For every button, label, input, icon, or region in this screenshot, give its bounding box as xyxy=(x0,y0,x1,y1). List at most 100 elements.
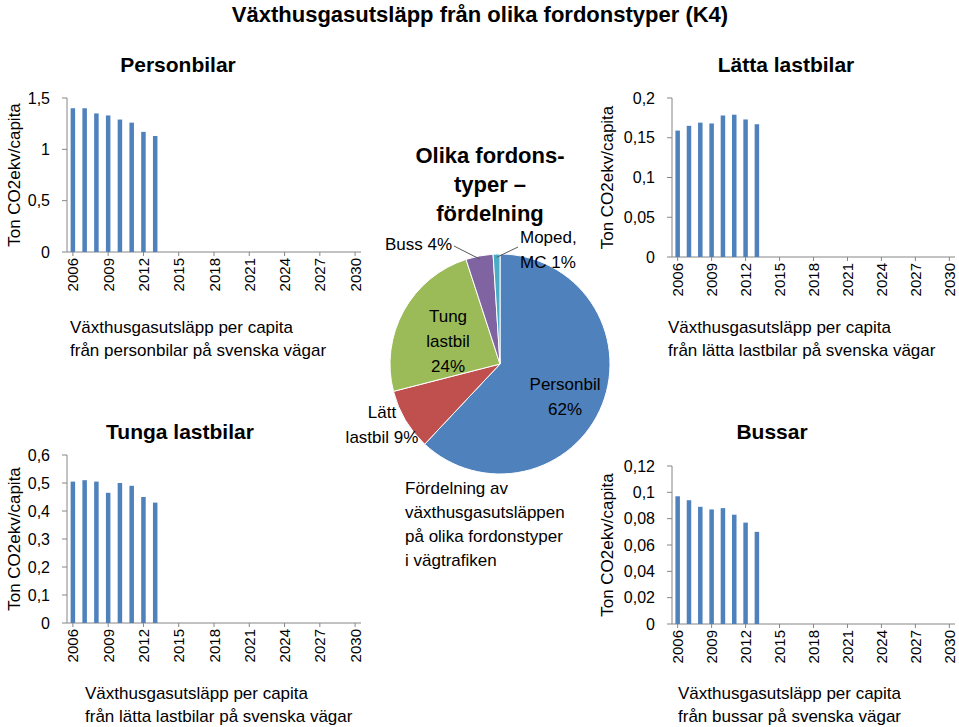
x-tick xyxy=(949,624,950,628)
bar xyxy=(118,120,123,252)
bar xyxy=(675,131,680,257)
x-tick xyxy=(847,624,848,628)
pie-category-label: lastbil xyxy=(426,332,469,351)
y-tick-label: 0,1 xyxy=(28,587,50,604)
caption: från lätta lastbilar på svenska vägar xyxy=(668,341,936,360)
bar xyxy=(153,136,158,252)
y-tick-label: 0,1 xyxy=(633,484,655,501)
bar xyxy=(94,482,99,623)
caption: från lätta lastbilar på svenska vägar xyxy=(85,707,353,726)
bar xyxy=(106,115,111,252)
x-tick xyxy=(915,624,916,628)
bar xyxy=(71,482,76,623)
bar-chart: BussarTon CO2ekv/capita00,020,040,060,08… xyxy=(598,420,958,726)
pie-value-label: 62% xyxy=(548,400,582,419)
bar xyxy=(755,124,760,257)
y-axis-label: Ton CO2ekv/capita xyxy=(5,467,24,611)
chart-title: Bussar xyxy=(736,420,807,443)
y-tick-label: 0,05 xyxy=(624,209,655,226)
pie-caption: i vägtrafiken xyxy=(405,551,497,570)
x-tick xyxy=(178,252,179,256)
pie-category-label: MC xyxy=(520,253,546,272)
y-tick xyxy=(667,545,672,546)
x-tick xyxy=(249,252,250,256)
pie-chart: Olika fordons-typer –fördelningPersonbil… xyxy=(346,143,610,570)
y-tick-label: 0,3 xyxy=(28,531,50,548)
x-tick xyxy=(108,252,109,256)
x-tick-label: 2030 xyxy=(347,258,364,291)
bar-chart: Lätta lastbilarTon CO2ekv/capita00,050,1… xyxy=(598,53,958,360)
x-tick-label: 2030 xyxy=(347,629,364,662)
pie-label: lastbil xyxy=(426,332,469,351)
x-tick xyxy=(711,624,712,628)
y-tick-label: 0,08 xyxy=(624,510,655,527)
y-tick xyxy=(667,597,672,598)
bar xyxy=(82,480,87,623)
x-tick-label: 2006 xyxy=(669,630,686,663)
x-tick xyxy=(915,257,916,261)
y-tick-label: 0,02 xyxy=(624,589,655,606)
y-tick-label: 0,06 xyxy=(624,537,655,554)
pie-slice xyxy=(466,254,500,364)
bars xyxy=(71,108,158,252)
x-tick xyxy=(284,623,285,627)
pie-label: Lätt xyxy=(368,403,397,422)
chart-title: Personbilar xyxy=(120,53,236,76)
x-tick xyxy=(143,252,144,256)
pie-slice xyxy=(493,254,500,364)
y-tick xyxy=(62,595,67,596)
y-tick-label: 0,5 xyxy=(28,192,50,209)
bar xyxy=(721,115,726,257)
x-tick-label: 2021 xyxy=(839,630,856,663)
bar xyxy=(71,108,76,252)
x-tick-label: 2015 xyxy=(170,629,187,662)
bar xyxy=(118,483,123,623)
y-tick xyxy=(62,98,67,99)
caption: från bussar på svenska vägar xyxy=(678,707,901,726)
bar xyxy=(129,123,134,252)
x-tick-label: 2009 xyxy=(703,630,720,663)
y-tick xyxy=(62,149,67,150)
x-tick xyxy=(178,623,179,627)
x-tick-label: 2024 xyxy=(873,263,890,296)
pie-category-label: lastbil xyxy=(346,428,389,447)
main-title: Växthusgasutsläpp från olika fordonstype… xyxy=(232,2,728,27)
bar xyxy=(698,507,703,624)
y-axis-label: Ton CO2ekv/capita xyxy=(598,105,617,249)
caption: från personbilar på svenska vägar xyxy=(70,341,326,360)
x-tick-label: 2027 xyxy=(907,630,924,663)
y-axis-label: Ton CO2ekv/capita xyxy=(5,103,24,247)
bar xyxy=(698,123,703,257)
pie-caption: Fördelning av xyxy=(405,479,509,498)
pie-caption: växthusgasutsläppen xyxy=(405,503,565,522)
pie-category-label: Moped, xyxy=(520,228,577,247)
x-tick xyxy=(677,624,678,628)
y-tick xyxy=(667,492,672,493)
x-tick-label: 2021 xyxy=(241,629,258,662)
x-tick xyxy=(108,623,109,627)
x-tick xyxy=(745,257,746,261)
bar xyxy=(755,532,760,624)
pie-label: 62% xyxy=(548,400,582,419)
bar xyxy=(732,115,737,257)
x-tick xyxy=(72,252,73,256)
pie-label: Buss 4% xyxy=(385,235,452,254)
bars xyxy=(675,115,759,257)
chart-title: Lätta lastbilar xyxy=(718,53,855,76)
bar xyxy=(743,523,748,624)
bar xyxy=(153,503,158,623)
x-tick xyxy=(881,257,882,261)
caption: Växthusgasutsläpp per capita xyxy=(678,684,902,703)
x-tick-label: 2024 xyxy=(276,629,293,662)
pie-category-label: Buss xyxy=(385,235,423,254)
y-tick-label: 1,5 xyxy=(28,90,50,107)
y-tick xyxy=(62,539,67,540)
chart-title: Tunga lastbilar xyxy=(106,420,254,443)
pie-value-label: 4% xyxy=(427,235,452,254)
bar xyxy=(141,132,146,252)
x-tick xyxy=(813,257,814,261)
x-tick xyxy=(779,624,780,628)
caption: Växthusgasutsläpp per capita xyxy=(668,318,892,337)
background xyxy=(0,0,959,727)
x-tick xyxy=(355,623,356,627)
